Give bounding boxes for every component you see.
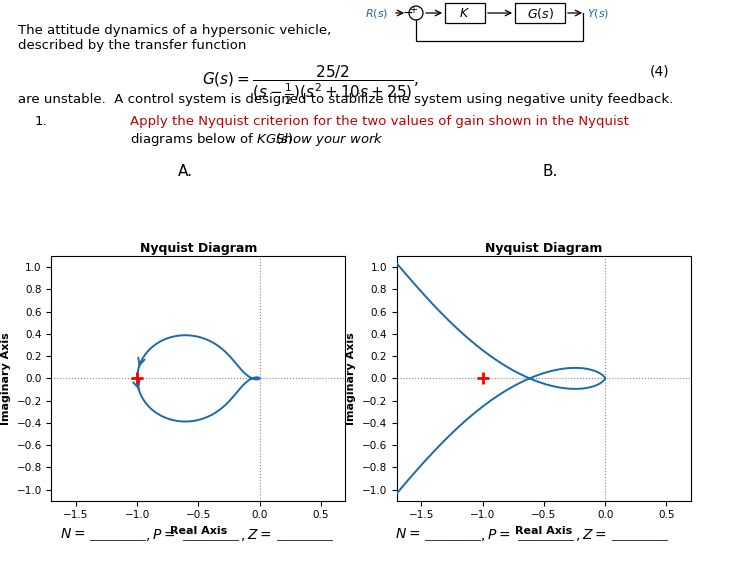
- Bar: [515, 3, 565, 23]
- Text: Apply the Nyquist criterion for the two values of gain shown in the Nyquist: Apply the Nyquist criterion for the two …: [130, 115, 629, 128]
- Text: −: −: [403, 6, 413, 19]
- Y-axis label: Imaginary Axis: Imaginary Axis: [346, 332, 356, 425]
- X-axis label: Real Axis: Real Axis: [170, 526, 227, 536]
- Text: $R(s)$: $R(s)$: [365, 7, 388, 20]
- Text: $G(s) = \dfrac{25/2}{(s-\frac{1}{2})(s^2+10s+25)},$: $G(s) = \dfrac{25/2}{(s-\frac{1}{2})(s^2…: [201, 64, 418, 108]
- Text: $, P = $: $, P = $: [480, 527, 510, 543]
- Title: Nyquist Diagram: Nyquist Diagram: [485, 242, 603, 255]
- Text: diagrams below of $KG(s)$.: diagrams below of $KG(s)$.: [130, 131, 298, 148]
- Text: ________: ________: [277, 527, 333, 541]
- Text: are unstable.  A control system is designed to stabilize the system using negati: are unstable. A control system is design…: [18, 93, 673, 106]
- Text: ________: ________: [518, 527, 574, 541]
- Text: $, P = $: $, P = $: [145, 527, 176, 543]
- Text: $\mathit{Show\ your\ work}$: $\mathit{Show\ your\ work}$: [271, 131, 384, 148]
- Text: ________: ________: [425, 527, 481, 541]
- Text: ________: ________: [90, 527, 146, 541]
- Text: (4): (4): [650, 64, 670, 78]
- Text: ________: ________: [612, 527, 668, 541]
- Text: +: +: [409, 5, 417, 15]
- Text: $, Z = $: $, Z = $: [240, 527, 271, 543]
- Title: Nyquist Diagram: Nyquist Diagram: [140, 242, 257, 255]
- Text: described by the transfer function: described by the transfer function: [18, 39, 246, 52]
- X-axis label: Real Axis: Real Axis: [515, 526, 573, 536]
- Text: A.: A.: [177, 164, 193, 179]
- Text: $G(s)$: $G(s)$: [526, 6, 553, 20]
- Text: $K$: $K$: [459, 6, 470, 19]
- Text: $N = $: $N = $: [60, 527, 85, 541]
- Text: B.: B.: [542, 164, 558, 179]
- Text: $Y(s)$: $Y(s)$: [587, 7, 609, 20]
- Text: 1.: 1.: [35, 115, 48, 128]
- Text: $N = $: $N = $: [395, 527, 420, 541]
- Text: The attitude dynamics of a hypersonic vehicle,: The attitude dynamics of a hypersonic ve…: [18, 24, 331, 37]
- Bar: [445, 3, 485, 23]
- Text: $, Z = $: $, Z = $: [575, 527, 606, 543]
- Text: ________: ________: [183, 527, 239, 541]
- Y-axis label: Imaginary Axis: Imaginary Axis: [1, 332, 11, 425]
